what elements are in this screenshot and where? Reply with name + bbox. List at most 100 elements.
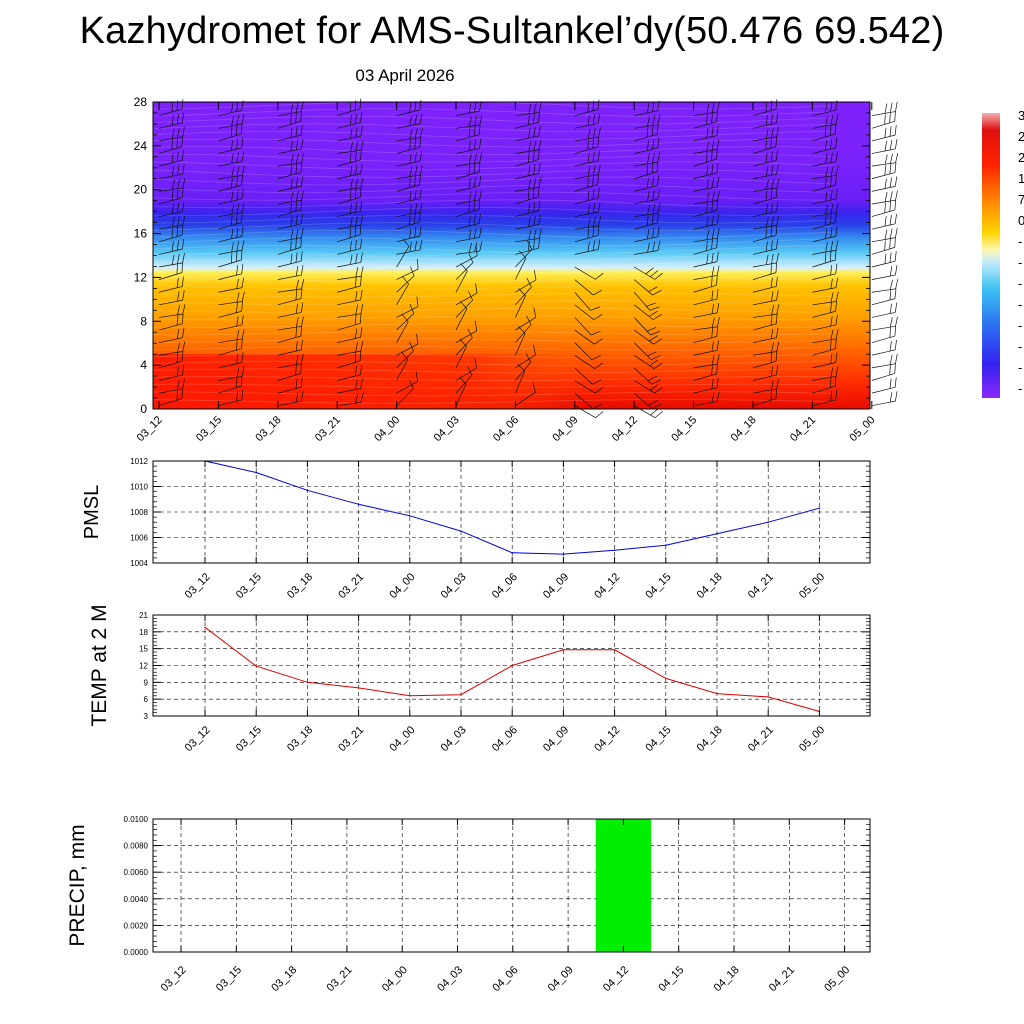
wind-barb-staff bbox=[693, 349, 718, 356]
wind-barb-feather bbox=[647, 116, 650, 127]
wind-barb-feather bbox=[895, 353, 898, 364]
wind-barb-staff bbox=[337, 299, 361, 306]
wind-barb-feather bbox=[301, 101, 304, 112]
wind-barb-feather bbox=[649, 335, 658, 342]
wind-barb-staff bbox=[574, 122, 599, 129]
wind-barb bbox=[574, 127, 601, 142]
wind-barb-feather bbox=[646, 302, 656, 307]
wind-barb-feather bbox=[473, 177, 476, 188]
wind-barb-feather bbox=[894, 162, 897, 173]
wind-barb-feather bbox=[830, 367, 834, 378]
wind-barb-feather bbox=[350, 166, 353, 177]
wind-barb bbox=[871, 190, 898, 205]
wind-barb bbox=[277, 339, 303, 356]
wind-barb bbox=[218, 226, 244, 243]
wind-barb-feather bbox=[657, 138, 660, 149]
wind-barb bbox=[574, 405, 604, 419]
y-tick-label: 15 bbox=[139, 645, 148, 654]
wind-barb-feather bbox=[765, 115, 768, 126]
wind-barb bbox=[218, 165, 245, 180]
wind-barb-feather bbox=[176, 352, 179, 363]
wind-barb-feather bbox=[525, 353, 532, 363]
wind-barb-feather bbox=[355, 342, 358, 353]
wind-barb-feather bbox=[716, 302, 720, 313]
wind-barb-feather bbox=[410, 266, 415, 276]
wind-barb bbox=[752, 99, 778, 117]
wind-barb-staff bbox=[455, 270, 468, 293]
wind-barb bbox=[218, 123, 243, 142]
wind-barb bbox=[574, 380, 604, 394]
wind-barb-staff bbox=[218, 301, 243, 306]
wind-barb-feather bbox=[350, 141, 354, 152]
wind-barb-staff bbox=[871, 400, 896, 407]
wind-barb bbox=[812, 226, 838, 243]
y-tick-label: 1012 bbox=[130, 457, 148, 466]
wind-barb bbox=[871, 227, 898, 243]
wind-barb-feather bbox=[236, 115, 240, 126]
wind-barb-feather bbox=[830, 241, 834, 252]
wind-barb-staff bbox=[752, 286, 777, 293]
wind-barb-feather bbox=[591, 355, 602, 360]
wind-barb-feather bbox=[473, 139, 477, 150]
wind-barb-feather bbox=[241, 240, 245, 251]
wind-barb bbox=[277, 152, 305, 167]
data-point bbox=[306, 681, 309, 684]
wind-barb-feather bbox=[889, 140, 893, 151]
wind-barb-feather bbox=[652, 204, 656, 215]
wind-barb-feather bbox=[290, 127, 293, 138]
temperature-contour bbox=[152, 146, 834, 156]
wind-barb-staff bbox=[158, 234, 183, 243]
wind-barb-feather bbox=[467, 366, 473, 376]
wind-barb-staff bbox=[752, 272, 777, 280]
wind-barb-feather bbox=[349, 190, 352, 201]
wind-barb-feather bbox=[884, 229, 888, 240]
wind-barb-feather bbox=[645, 267, 654, 275]
wind-barb-feather bbox=[884, 165, 887, 176]
wind-barb-feather bbox=[775, 187, 778, 198]
wind-barb-staff bbox=[396, 249, 421, 255]
wind-barb-feather bbox=[657, 175, 660, 186]
wind-barb-feather bbox=[300, 176, 304, 187]
wind-barb-feather bbox=[894, 377, 897, 388]
wind-barb-staff bbox=[396, 146, 420, 154]
wind-barb-staff bbox=[515, 238, 540, 243]
wind-barb-feather bbox=[824, 126, 827, 138]
wind-barb bbox=[218, 151, 245, 167]
wind-barb bbox=[158, 150, 184, 167]
y-axis-label: TEMP at 2 M bbox=[88, 604, 111, 726]
y-tick-label: 0.0020 bbox=[124, 921, 149, 930]
wind-barb-feather bbox=[241, 315, 244, 326]
wind-barb-staff bbox=[218, 249, 243, 255]
wind-barb-feather bbox=[651, 163, 654, 174]
wind-barb-feather bbox=[349, 241, 352, 252]
y-tick-label: 0.0080 bbox=[124, 842, 149, 851]
wind-barb bbox=[337, 163, 363, 180]
wind-barb-feather bbox=[647, 204, 651, 215]
wind-barb-feather bbox=[597, 188, 600, 199]
wind-barb-feather bbox=[592, 165, 596, 176]
wind-barb-feather bbox=[653, 362, 663, 369]
wind-barb-feather bbox=[889, 153, 893, 164]
wind-barb-feather bbox=[825, 228, 828, 239]
wind-barb-staff bbox=[634, 124, 658, 129]
wind-barb-staff bbox=[871, 209, 895, 217]
wind-barb-staff bbox=[337, 197, 361, 205]
wind-barb bbox=[455, 290, 473, 318]
wind-barb-feather bbox=[765, 203, 769, 214]
wind-barb-feather bbox=[236, 139, 239, 150]
wind-barb-feather bbox=[835, 240, 839, 251]
wind-barb-feather bbox=[419, 165, 423, 176]
wind-barb bbox=[158, 112, 185, 129]
wind-barb bbox=[752, 164, 779, 180]
wind-barb-feather bbox=[235, 125, 238, 136]
wind-barb-feather bbox=[409, 304, 415, 314]
wind-barb-feather bbox=[716, 265, 720, 276]
wind-barb-feather bbox=[359, 350, 362, 361]
colorbar-tick-label: 1 bbox=[1018, 171, 1024, 186]
wind-barb-feather bbox=[594, 362, 604, 369]
wind-barb-feather bbox=[301, 227, 304, 238]
wind-barb bbox=[634, 354, 663, 369]
wind-barb-feather bbox=[652, 139, 655, 150]
wind-barb-staff bbox=[218, 273, 242, 280]
